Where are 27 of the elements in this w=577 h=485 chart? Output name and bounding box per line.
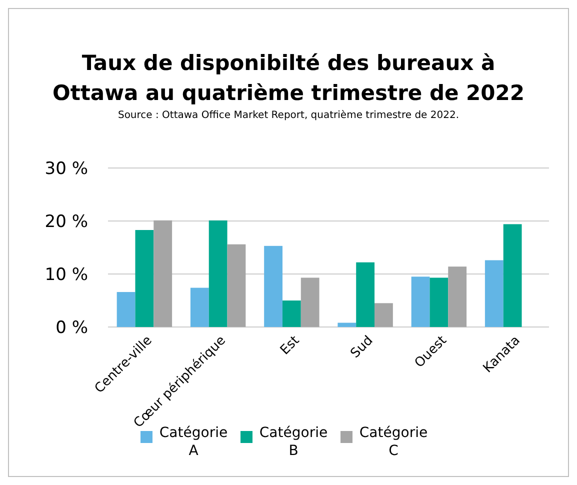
legend-label: Catégorie B [259,425,328,459]
bar [190,288,209,327]
bar [300,278,320,327]
x-tick-label: Est [278,333,303,358]
legend-label: Catégorie C [359,425,428,459]
bar [356,262,375,327]
bar [484,260,504,327]
chart-subtitle: Source : Ottawa Office Market Report, quatrième trimestre de 2022. [118,110,460,121]
bar [208,220,228,327]
bar [374,303,393,327]
bar [135,230,154,327]
bar [282,300,301,327]
bar [227,244,246,327]
bar [116,292,136,327]
bar [503,224,522,327]
chart-title: Taux de disponibilté des bureaux à Ottawa au quatrième trimestre de 2022 [52,51,525,105]
y-tick-label: 0 % [56,318,88,338]
bar [264,246,282,327]
bar [448,266,467,327]
bar [430,278,448,327]
bar [154,220,172,327]
y-tick-label: 10 % [44,264,88,285]
bar [411,276,430,327]
bar [338,322,356,327]
y-tick-label: 30 % [44,158,88,179]
legend-label: Catégorie A [159,425,228,459]
y-tick-label: 20 % [44,212,88,232]
